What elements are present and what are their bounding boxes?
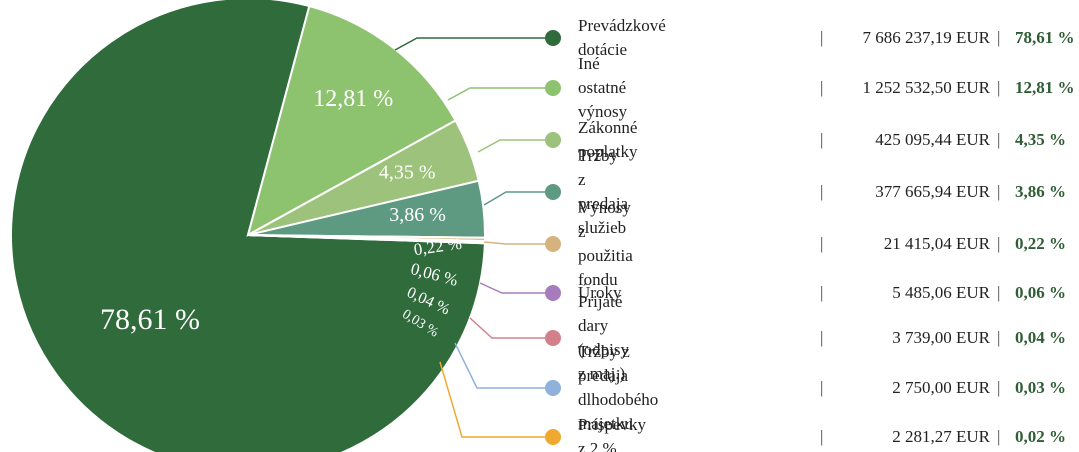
separator: | — [997, 130, 1001, 149]
separator: | — [820, 328, 824, 347]
slice-label: 78,61 % — [100, 303, 200, 336]
amount: 425 095,44 EUR — [875, 130, 990, 149]
amount: 5 485,06 EUR — [892, 283, 990, 302]
separator: | — [820, 28, 824, 47]
percent-label: 0,06 % — [1015, 283, 1066, 302]
legend-marker — [545, 184, 561, 200]
amount: 3 739,00 EUR — [892, 328, 990, 347]
percent-label: 4,35 % — [1015, 130, 1066, 149]
legend-label: Výnosy z použitia fondu — [578, 198, 633, 289]
pie-slice — [247, 234, 486, 245]
separator: | — [820, 130, 824, 149]
legend-label: Zákonné poplatky — [578, 118, 638, 161]
separator: | — [820, 78, 824, 97]
separator: | — [820, 182, 824, 201]
slice-label: 12,81 % — [313, 86, 393, 112]
legend-label: Prevádzkové dotácie — [578, 16, 666, 59]
separator: | — [820, 378, 824, 397]
slice-label: 4,35 % — [379, 161, 436, 183]
amount: 7 686 237,19 EUR — [862, 28, 991, 47]
leader-line — [483, 241, 545, 245]
amount: 377 665,94 EUR — [875, 182, 990, 201]
amount: 2 281,27 EUR — [892, 427, 990, 446]
legend-label: Tržby z predaja dlhodobého majetku — [578, 342, 659, 433]
leader-line — [447, 87, 545, 101]
separator: | — [997, 78, 1001, 97]
leader-line — [477, 139, 545, 153]
percent-label: 12,81 % — [1015, 78, 1075, 97]
leader-line — [454, 342, 545, 389]
percent-label: 0,03 % — [1015, 378, 1066, 397]
legend-marker — [545, 236, 561, 252]
legend-marker — [545, 132, 561, 148]
percent-label: 0,22 % — [1015, 234, 1066, 253]
separator: | — [997, 234, 1001, 253]
leader-line — [394, 37, 545, 51]
leader-line — [479, 282, 545, 294]
legend-marker — [545, 330, 561, 346]
legend-label: Prijaté dary (odpisy z maj.) — [578, 292, 629, 383]
separator: | — [997, 328, 1001, 347]
separator: | — [997, 283, 1001, 302]
legend-label: Príspevky z 2 % — [578, 415, 646, 452]
separator: | — [997, 378, 1001, 397]
separator: | — [997, 427, 1001, 446]
percent-label: 3,86 % — [1015, 182, 1066, 201]
separator: | — [820, 234, 824, 253]
legend-marker — [545, 80, 561, 96]
legend-marker — [545, 380, 561, 396]
legend-marker — [545, 285, 561, 301]
separator: | — [997, 182, 1001, 201]
separator: | — [820, 283, 824, 302]
percent-label: 0,02 % — [1015, 427, 1066, 446]
leader-line — [483, 191, 545, 206]
separator: | — [820, 427, 824, 446]
legend-marker — [545, 429, 561, 445]
leader-line — [469, 317, 545, 339]
separator: | — [997, 28, 1001, 47]
pie-slice — [10, 0, 486, 452]
slice-label: 3,86 % — [389, 204, 446, 226]
percent-label: 0,04 % — [1015, 328, 1066, 347]
legend-marker — [545, 30, 561, 46]
legend-label: Úroky — [578, 283, 622, 302]
legend-label: Iné ostatné výnosy — [578, 54, 628, 121]
pie-slice — [246, 4, 457, 238]
legend-label: Tržby z predaja služieb — [578, 146, 629, 237]
amount: 21 415,04 EUR — [883, 234, 990, 253]
percent-label: 78,61 % — [1015, 28, 1075, 47]
amount: 2 750,00 EUR — [892, 378, 990, 397]
amount: 1 252 532,50 EUR — [862, 78, 991, 97]
leader-line — [439, 361, 545, 438]
